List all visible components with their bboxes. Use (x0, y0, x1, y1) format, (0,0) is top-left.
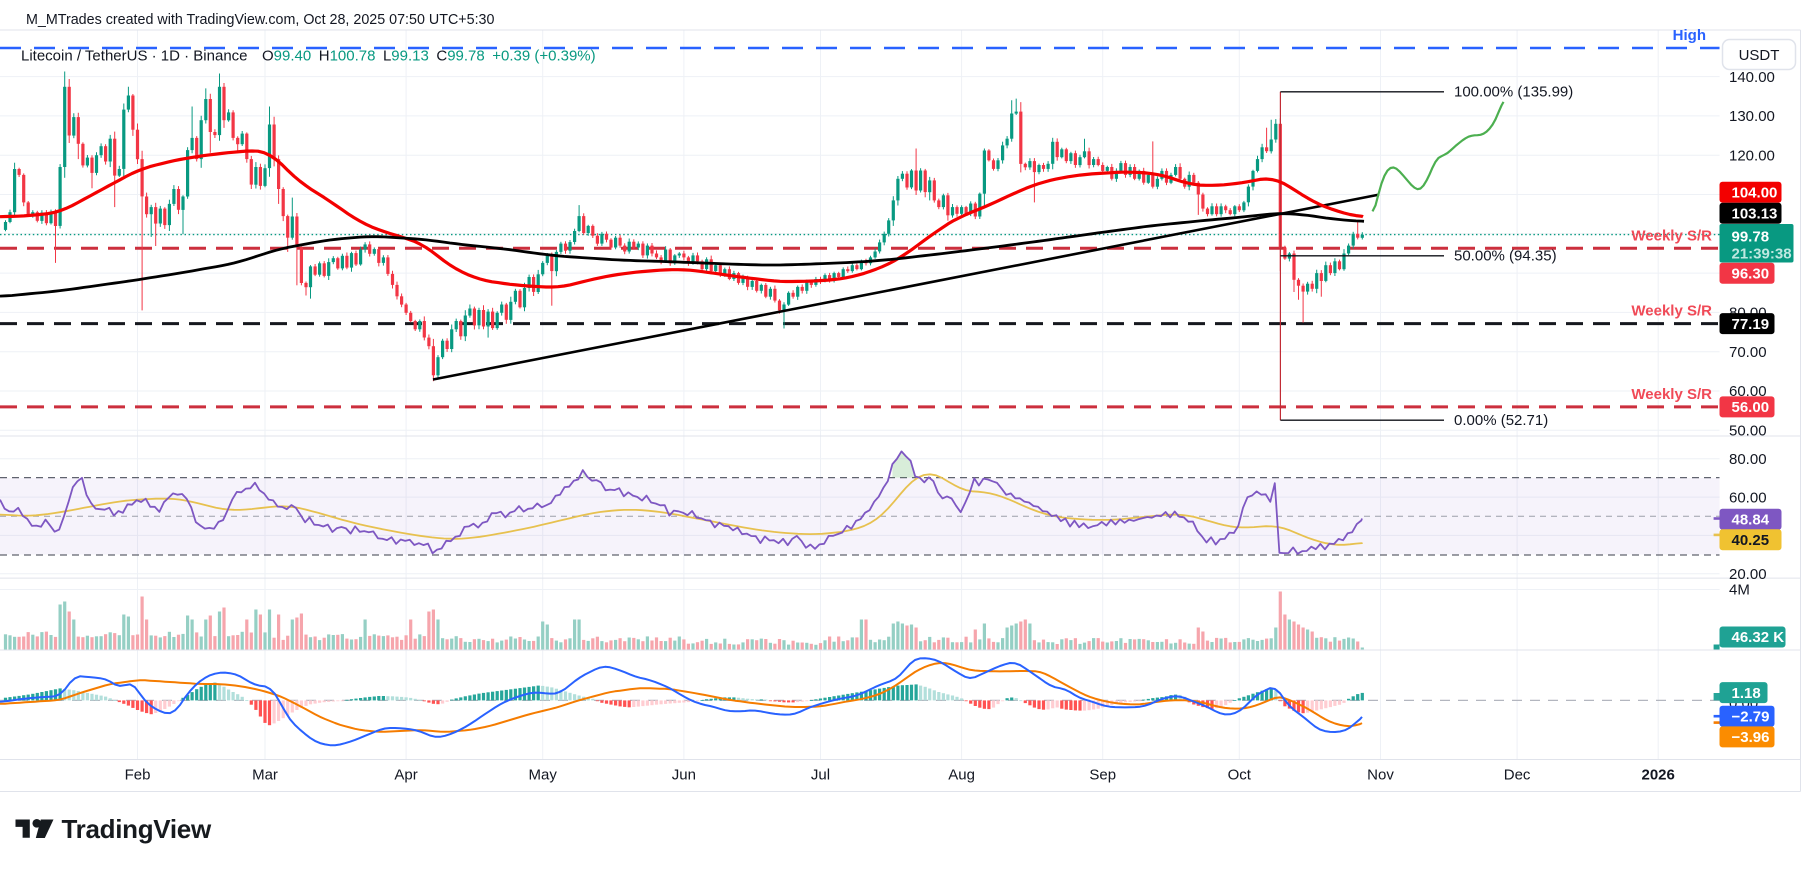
svg-text:50.00: 50.00 (1729, 423, 1767, 440)
svg-text:Feb: Feb (125, 767, 151, 784)
svg-text:130.00: 130.00 (1729, 108, 1775, 125)
svg-text:Oct: Oct (1228, 767, 1252, 784)
svg-text:Mar: Mar (252, 767, 278, 784)
svg-text:60.00: 60.00 (1729, 383, 1767, 400)
svg-text:50.00% (94.35): 50.00% (94.35) (1454, 248, 1557, 265)
svg-text:1.18: 1.18 (1732, 685, 1761, 702)
svg-text:56.00: 56.00 (1732, 399, 1770, 416)
svg-text:Apr: Apr (394, 767, 417, 784)
svg-text:Weekly S/R: Weekly S/R (1631, 227, 1712, 244)
svg-text:99.78: 99.78 (1732, 229, 1770, 246)
svg-text:TradingView: TradingView (62, 814, 212, 844)
svg-text:104.00: 104.00 (1732, 185, 1778, 202)
svg-text:48.84: 48.84 (1732, 512, 1770, 529)
svg-text:0.00% (52.71): 0.00% (52.71) (1454, 412, 1548, 429)
svg-text:77.19: 77.19 (1732, 316, 1770, 333)
svg-text:Dec: Dec (1504, 767, 1531, 784)
svg-text:140.00: 140.00 (1729, 69, 1775, 86)
svg-text:21:39:38: 21:39:38 (1732, 246, 1792, 263)
svg-text:2026: 2026 (1642, 767, 1675, 784)
svg-text:USDT: USDT (1739, 47, 1780, 64)
svg-text:103.13: 103.13 (1732, 206, 1778, 223)
svg-text:120.00: 120.00 (1729, 147, 1775, 164)
svg-text:Weekly S/R: Weekly S/R (1631, 303, 1712, 320)
svg-text:100.00% (135.99): 100.00% (135.99) (1454, 84, 1573, 101)
svg-text:Jul: Jul (811, 767, 830, 784)
svg-text:20.00: 20.00 (1729, 566, 1767, 583)
svg-text:96.30: 96.30 (1732, 266, 1770, 283)
svg-text:4M: 4M (1729, 582, 1750, 599)
svg-text:Weekly S/R: Weekly S/R (1631, 386, 1712, 403)
svg-text:80.00: 80.00 (1729, 451, 1767, 468)
svg-text:Jun: Jun (672, 767, 696, 784)
svg-text:Sep: Sep (1089, 767, 1116, 784)
svg-text:60.00: 60.00 (1729, 489, 1767, 506)
svg-text:46.32 K: 46.32 K (1732, 629, 1785, 646)
svg-text:40.25: 40.25 (1732, 532, 1770, 549)
svg-text:Litecoin / TetherUS · 1D · Bin: Litecoin / TetherUS · 1D · Binance (21, 48, 248, 65)
svg-text:70.00: 70.00 (1729, 344, 1767, 361)
svg-text:−3.96: −3.96 (1732, 729, 1770, 746)
svg-text:M_MTrades created with Trading: M_MTrades created with TradingView.com, … (26, 12, 495, 28)
svg-text:High: High (1673, 27, 1706, 44)
svg-text:Nov: Nov (1367, 767, 1394, 784)
svg-text:Aug: Aug (948, 767, 975, 784)
svg-text:−2.79: −2.79 (1732, 708, 1770, 725)
svg-text:May: May (529, 767, 558, 784)
svg-text:O99.40 H100.78 L99.13 C99.78 +: O99.40 H100.78 L99.13 C99.78 +0.39 (+0.3… (262, 48, 596, 65)
